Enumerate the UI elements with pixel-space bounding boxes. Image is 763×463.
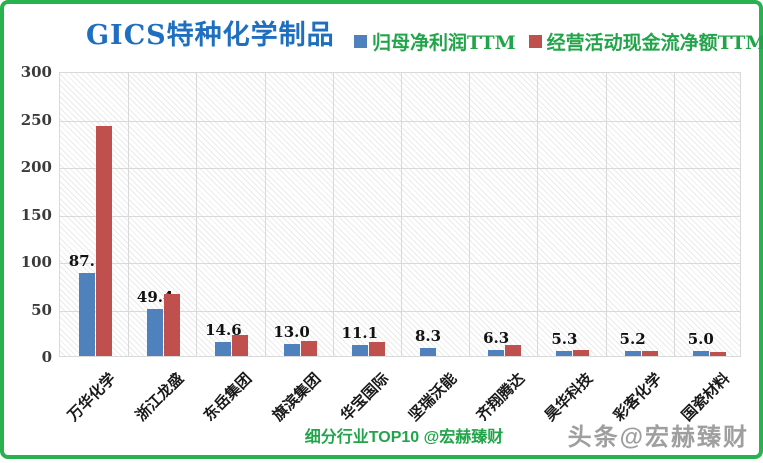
v-gridline [537, 73, 539, 356]
x-tick-label-万华化学: 万华化学 [64, 369, 120, 425]
x-tick-label-华宝国际: 华宝国际 [336, 369, 393, 425]
data-label: 5.2 [619, 330, 646, 349]
y-tick-label: 200 [20, 158, 52, 176]
bar-归母净利润TTM-万华化学 [79, 273, 95, 356]
chart-title: GICS特种化学制品 [86, 20, 335, 51]
x-tick-label-浙江龙盛: 浙江龙盛 [132, 369, 188, 425]
v-gridline [128, 73, 130, 356]
legend-label: 归母净利润TTM [372, 32, 516, 54]
bar-归母净利润TTM-华宝国际 [351, 345, 368, 356]
footer-caption: 细分行业TOP10 @宏赫臻财 [304, 429, 504, 446]
legend-square-icon [528, 35, 542, 48]
bar-经营活动现金流净额TTM-彩客化学 [641, 351, 658, 356]
v-gridline [673, 73, 675, 356]
bar-group-华宝国际: 11.1 [333, 73, 401, 356]
bar-经营活动现金流净额TTM-昊华科技 [573, 350, 590, 356]
v-gridline [332, 73, 334, 356]
bar-group-齐翔腾达: 6.3 [469, 73, 537, 356]
bar-归母净利润TTM-东岳集团 [215, 342, 232, 356]
h-gridline [60, 215, 740, 217]
bar-group-昊华科技: 5.3 [537, 73, 605, 356]
bar-group-东岳集团: 14.6 [196, 73, 264, 356]
data-label: 11.1 [341, 324, 379, 343]
y-tick-label: 50 [31, 300, 52, 319]
bar-归母净利润TTM-昊华科技 [556, 350, 573, 356]
h-gridline [60, 263, 740, 264]
y-tick-label: 300 [20, 63, 52, 81]
bar-经营活动现金流净额TTM-华宝国际 [368, 341, 385, 356]
legend-item-0: 归母净利润TTM [354, 28, 516, 55]
h-gridline [60, 168, 740, 169]
y-tick-label: 0 [41, 348, 52, 366]
h-gridline [60, 120, 740, 122]
data-label: 5.3 [551, 329, 578, 348]
v-gridline [469, 73, 471, 356]
bar-归母净利润TTM-彩客化学 [624, 351, 641, 356]
bar-group-国瓷材料: 5.0 [674, 73, 742, 356]
x-tick-label-齐翔腾达: 齐翔腾达 [473, 369, 529, 425]
v-gridline [605, 73, 607, 356]
legend: 归母净利润TTM 经营活动现金流净额TTM [354, 28, 763, 55]
x-tick-label-旗滨集团: 旗滨集团 [268, 369, 324, 425]
plot-area: 87.1 49.4 14.6 13.0 11.1 8.3 6.3 5.3 5.2 5.0 [59, 72, 741, 357]
bar-group-坚瑞沃能: 8.3 [401, 73, 469, 356]
v-gridline [264, 73, 266, 356]
bar-group-旗滨集团: 13.0 [265, 73, 333, 356]
bar-group-浙江龙盛: 49.4 [128, 73, 196, 356]
x-tick-label-东岳集团: 东岳集团 [200, 369, 256, 425]
bar-经营活动现金流净额TTM-国瓷材料 [709, 352, 726, 356]
data-label: 14.6 [205, 321, 242, 340]
bar-经营活动现金流净额TTM-旗滨集团 [300, 340, 317, 356]
bar-归母净利润TTM-国瓷材料 [692, 351, 709, 356]
x-tick-label-坚瑞沃能: 坚瑞沃能 [405, 369, 461, 425]
bar-经营活动现金流净额TTM-万华化学 [96, 126, 112, 356]
data-label: 6.3 [483, 329, 510, 348]
y-tick-label: 150 [20, 205, 52, 224]
bar-group-万华化学: 87.1 [60, 73, 128, 356]
v-gridline [401, 73, 402, 356]
legend-item-1: 经营活动现金流净额TTM [528, 28, 763, 55]
bar-经营活动现金流净额TTM-浙江龙盛 [164, 294, 181, 356]
v-gridline [196, 73, 198, 356]
h-gridline [60, 310, 740, 312]
bar-group-彩客化学: 5.2 [606, 73, 674, 356]
bar-归母净利润TTM-坚瑞沃能 [420, 348, 436, 356]
bar-归母净利润TTM-旗滨集团 [283, 343, 300, 356]
bar-归母净利润TTM-浙江龙盛 [147, 309, 164, 356]
data-label: 5.0 [687, 330, 714, 349]
y-tick-label: 100 [20, 253, 52, 271]
y-axis-labels: 0 50 100 150 200 250 300 [8, 4, 52, 463]
bar-归母净利润TTM-齐翔腾达 [488, 350, 505, 356]
legend-label: 经营活动现金流净额TTM [546, 32, 763, 54]
data-label: 13.0 [273, 322, 310, 341]
data-label: 8.3 [414, 327, 442, 346]
watermark: 头条@宏赫臻财 [567, 424, 749, 451]
bar-经营活动现金流净额TTM-东岳集团 [232, 335, 249, 356]
legend-square-icon [354, 35, 367, 48]
bar-经营活动现金流净额TTM-齐翔腾达 [505, 344, 522, 356]
y-tick-label: 250 [20, 110, 52, 129]
